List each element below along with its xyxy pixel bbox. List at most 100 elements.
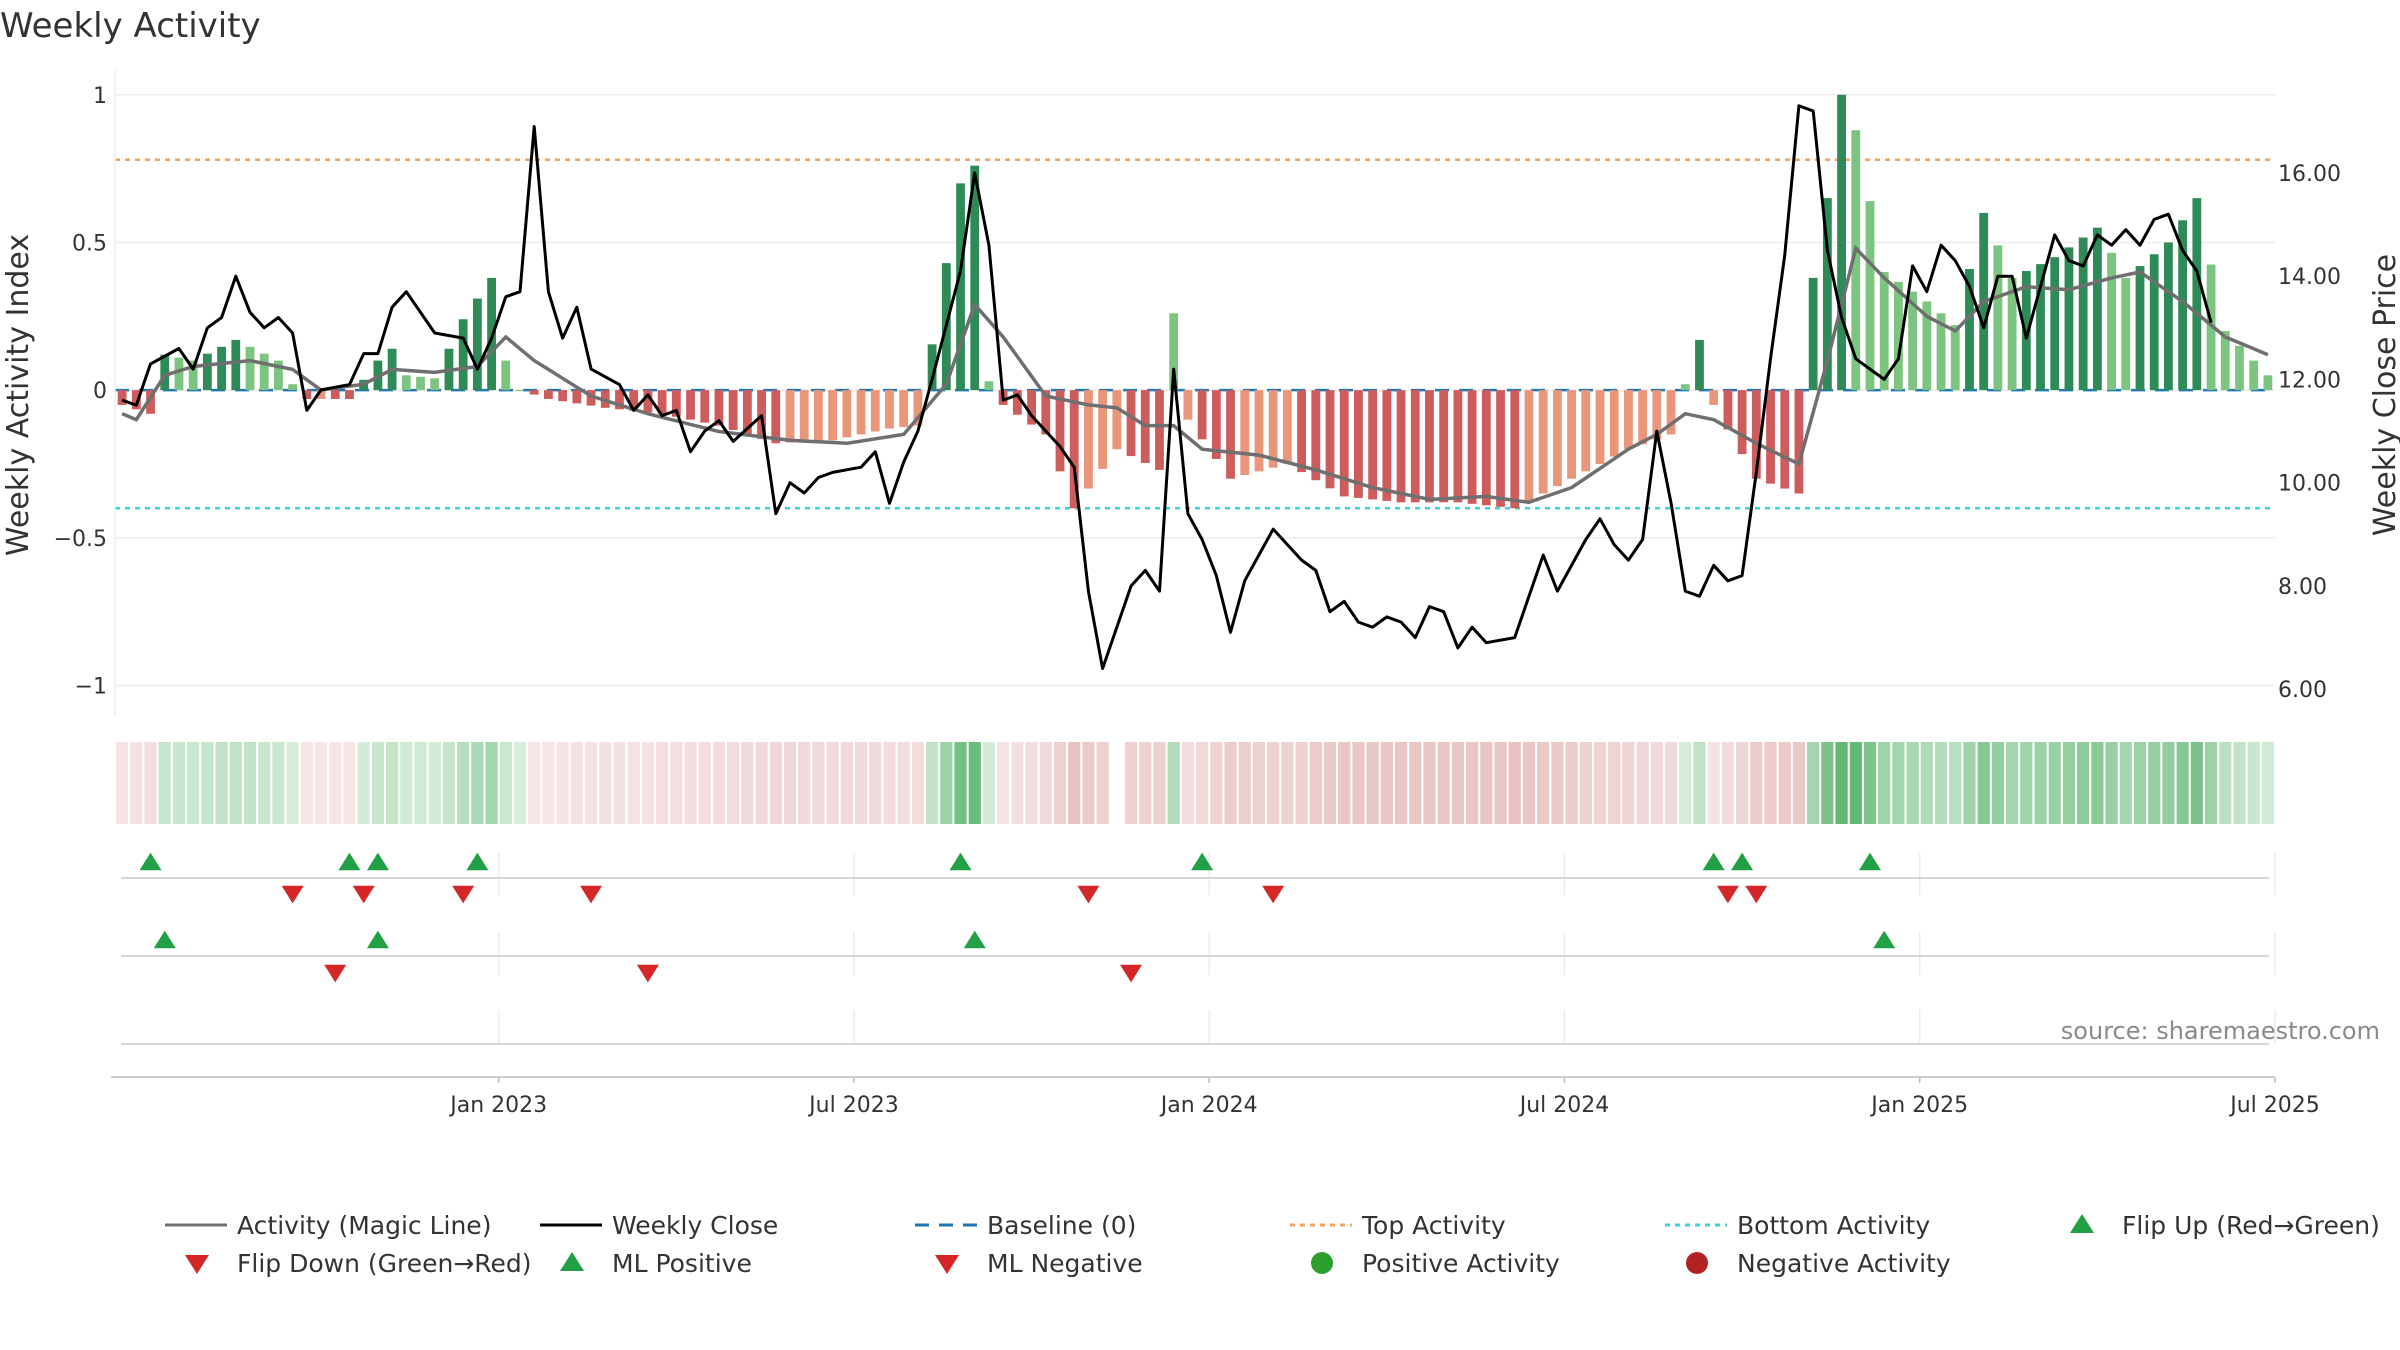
ribbon-cell bbox=[428, 742, 441, 824]
activity-bar bbox=[288, 384, 298, 391]
flip-down-marker bbox=[281, 885, 304, 904]
flip-down-marker bbox=[1077, 885, 1100, 904]
ribbon-cell bbox=[812, 742, 825, 824]
ribbon-cell bbox=[386, 742, 399, 824]
ml-negative-marker bbox=[1120, 964, 1143, 983]
y-tick-label: 0 bbox=[93, 379, 107, 404]
x-tick-label: Jul 2024 bbox=[1518, 1093, 1610, 1118]
activity-bar bbox=[1041, 390, 1051, 435]
legend-item: Activity (Magic Line) bbox=[165, 1211, 491, 1240]
activity-bar bbox=[302, 390, 312, 399]
activity-bar bbox=[529, 390, 539, 395]
activity-bar bbox=[472, 298, 482, 391]
ribbon-cell bbox=[2261, 742, 2274, 824]
ribbon-cell bbox=[2006, 742, 2019, 824]
ribbon-cell bbox=[670, 742, 683, 824]
ribbon-cell bbox=[1650, 742, 1663, 824]
ribbon-cell bbox=[243, 742, 257, 824]
ribbon-cell bbox=[1736, 742, 1749, 824]
ribbon-cell bbox=[897, 742, 910, 824]
ml-negative-marker bbox=[324, 964, 347, 983]
legend-item: ML Negative bbox=[935, 1249, 1143, 1278]
activity-bar bbox=[160, 354, 170, 391]
ribbon-cell bbox=[1764, 742, 1777, 824]
x-tick-label: Jul 2023 bbox=[807, 1093, 899, 1118]
activity-bar bbox=[2263, 375, 2273, 391]
ribbon-cell bbox=[1338, 742, 1351, 824]
ml-positive-marker bbox=[963, 930, 986, 949]
activity-bar bbox=[799, 390, 809, 442]
ribbon-cell bbox=[286, 742, 299, 824]
activity-bar bbox=[117, 390, 127, 405]
ribbon-cell bbox=[997, 742, 1010, 824]
ribbon-cell bbox=[158, 742, 171, 824]
legend-label: ML Negative bbox=[987, 1249, 1143, 1278]
activity-bar bbox=[2007, 277, 2017, 391]
ribbon-cell bbox=[1196, 742, 1209, 824]
activity-bar bbox=[1794, 390, 1804, 494]
ribbon-cell bbox=[2077, 742, 2090, 824]
ribbon-cell bbox=[741, 742, 754, 824]
ribbon-cell bbox=[1267, 742, 1280, 824]
activity-bar bbox=[1922, 301, 1932, 391]
activity-bar bbox=[430, 378, 440, 391]
legend-label: Top Activity bbox=[1361, 1211, 1506, 1240]
ribbon-cell bbox=[2020, 742, 2033, 824]
activity-bar bbox=[2220, 331, 2230, 391]
ml-positive-marker bbox=[366, 930, 389, 949]
activity-bar bbox=[345, 390, 354, 399]
activity-bar bbox=[1339, 390, 1349, 497]
ribbon-cell bbox=[1807, 742, 1820, 824]
activity-bar bbox=[1297, 390, 1306, 473]
activity-bar bbox=[1311, 390, 1321, 481]
ribbon-cell bbox=[1409, 742, 1422, 824]
ribbon-cell bbox=[1622, 742, 1635, 824]
chart-title: Weekly Activity bbox=[0, 6, 261, 46]
x-tick-label: Jan 2024 bbox=[1159, 1093, 1258, 1118]
activity-bar bbox=[1723, 390, 1733, 430]
activity-bar bbox=[1837, 94, 1846, 391]
activity-bar bbox=[1879, 271, 1889, 391]
weekly-close-line bbox=[121, 104, 2213, 670]
ribbon-cell bbox=[1636, 742, 1649, 824]
activity-bar bbox=[2135, 266, 2145, 391]
activity-bar bbox=[2121, 277, 2131, 391]
ml-positive-marker bbox=[1873, 930, 1896, 949]
activity-heat-ribbon bbox=[116, 742, 2274, 824]
activity-bar bbox=[970, 165, 980, 391]
activity-bar bbox=[1211, 390, 1221, 460]
activity-bar bbox=[1112, 390, 1122, 450]
ribbon-cell bbox=[1167, 742, 1180, 824]
activity-bar bbox=[1709, 390, 1719, 405]
activity-bar bbox=[1084, 390, 1093, 489]
magic-line bbox=[121, 244, 2269, 505]
ribbon-cell bbox=[1593, 742, 1607, 824]
ribbon-cell bbox=[485, 742, 498, 824]
legend-swatch-down-triangle bbox=[185, 1255, 209, 1274]
ribbon-cell bbox=[840, 742, 853, 824]
flip-down-marker bbox=[1262, 885, 1285, 904]
activity-bar bbox=[1183, 390, 1193, 420]
activity-bar bbox=[1666, 390, 1676, 435]
activity-bar bbox=[1567, 390, 1576, 479]
ribbon-cell bbox=[130, 742, 143, 824]
activity-bar bbox=[643, 390, 653, 413]
activity-bar bbox=[2050, 257, 2060, 391]
ribbon-cell bbox=[1210, 742, 1223, 824]
ribbon-cell bbox=[1380, 742, 1393, 824]
activity-bar bbox=[1936, 313, 1946, 391]
ribbon-cell bbox=[769, 742, 782, 824]
ribbon-cell bbox=[1323, 742, 1337, 824]
ribbon-cell bbox=[1224, 742, 1237, 824]
ribbon-cell bbox=[1835, 742, 1848, 824]
activity-bar bbox=[742, 390, 752, 435]
ribbon-cell bbox=[1906, 742, 1919, 824]
flip-up-marker bbox=[1702, 852, 1725, 871]
activity-bar bbox=[2192, 198, 2202, 391]
activity-bar bbox=[401, 375, 411, 391]
ribbon-cell bbox=[2190, 742, 2203, 824]
legend-label: Flip Down (Green→Red) bbox=[237, 1249, 532, 1278]
activity-bar bbox=[174, 357, 184, 391]
activity-bar bbox=[586, 390, 596, 406]
activity-bar bbox=[217, 346, 226, 391]
